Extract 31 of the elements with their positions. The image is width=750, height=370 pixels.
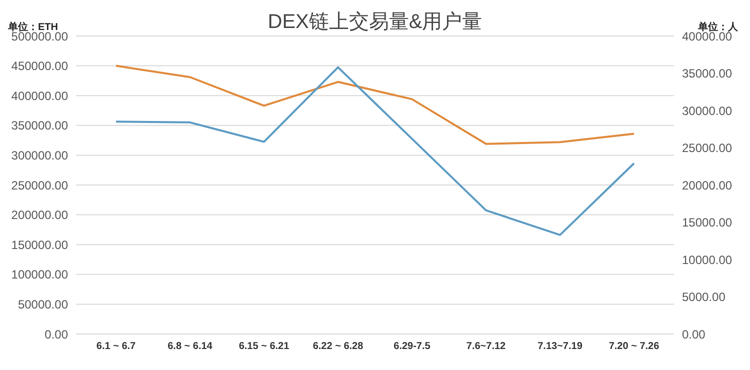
y-tick-label: 300000.00 — [11, 148, 68, 162]
line-series — [115, 64, 635, 145]
x-tick-label: 7.13~7.19 — [538, 341, 583, 352]
line-series — [115, 66, 635, 236]
y-tick-label: 200000.00 — [11, 208, 68, 222]
y2-axis-title: 单位：人 — [698, 20, 738, 33]
y2-tick-label: 5000.00 — [682, 290, 726, 304]
y2-tick-label: 0.00 — [682, 327, 706, 342]
x-tick-label: 6.15 ~ 6.21 — [238, 341, 290, 352]
y2-tick-label: 25000.00 — [682, 141, 732, 156]
y-tick-label: 50000.00 — [18, 297, 68, 312]
x-tick-label: 6.8 ~ 6.14 — [168, 341, 213, 352]
y-tick-label: 0.00 — [44, 327, 68, 342]
y-axis-title: 单位：ETH — [8, 20, 58, 33]
x-tick-label: 6.29-7.5 — [394, 341, 431, 352]
x-tick-label: 7.20 ~ 7.26 — [608, 341, 660, 352]
y2-tick-label: 10000.00 — [682, 252, 732, 267]
y2-tick-label: 15000.00 — [682, 216, 732, 230]
y-tick-label: 450000.00 — [11, 59, 68, 74]
x-tick-label: 7.6~7.12 — [466, 341, 506, 352]
y2-tick-label: 20000.00 — [682, 178, 732, 192]
y-tick-label: 250000.00 — [11, 178, 68, 192]
x-tick-label: 6.22 ~ 6.28 — [312, 341, 364, 352]
y2-tick-label: 35000.00 — [682, 66, 732, 81]
x-tick-label: 6.1 ~ 6.7 — [96, 341, 136, 352]
y-tick-label: 350000.00 — [11, 118, 68, 133]
y2-tick-label: 30000.00 — [682, 104, 732, 118]
chart-title: DEX链上交易量&用户量 — [268, 11, 482, 33]
y-tick-label: 150000.00 — [11, 238, 68, 252]
y-tick-label: 100000.00 — [11, 268, 68, 282]
y-tick-label: 400000.00 — [11, 88, 68, 103]
